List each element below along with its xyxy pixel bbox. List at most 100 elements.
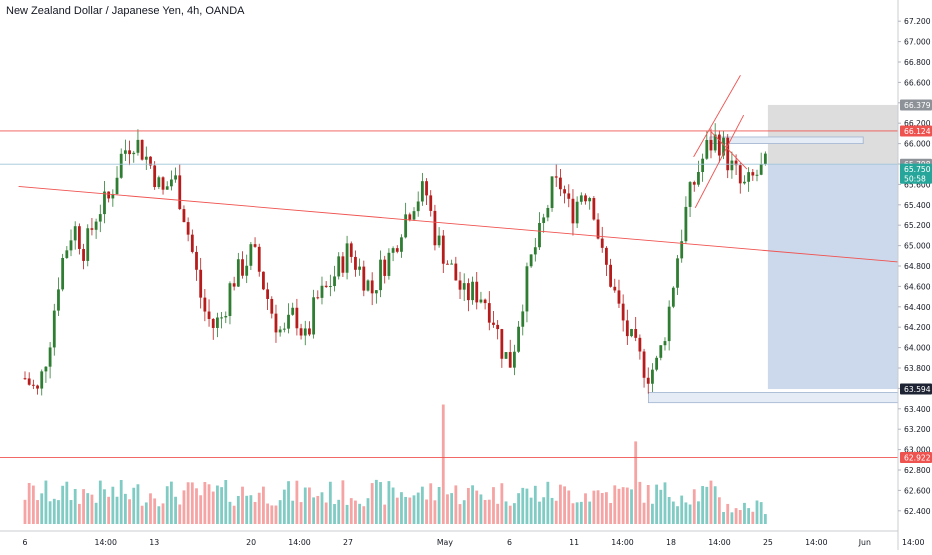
highlight-zone-0[interactable] — [709, 136, 864, 145]
volume-bar — [747, 508, 751, 524]
candle-body — [308, 328, 311, 335]
candle-body — [667, 306, 671, 342]
candle — [487, 291, 491, 331]
candle — [115, 166, 119, 195]
candle-body — [165, 186, 169, 190]
trend-line-0[interactable] — [18, 185, 932, 266]
candle-body — [630, 328, 633, 337]
candle-body — [23, 378, 27, 380]
y-tick-label: 66.000 — [904, 140, 931, 149]
volume-bar — [550, 497, 554, 524]
volume-bar — [190, 482, 194, 524]
price-label-bg — [900, 383, 932, 395]
volume-bar — [107, 496, 111, 524]
volume-bar — [446, 494, 449, 524]
volume-bar — [492, 487, 495, 524]
candle — [609, 258, 612, 288]
candle — [655, 355, 659, 372]
volume-bar — [688, 504, 692, 524]
volume-bar — [400, 492, 403, 524]
volume-bar — [462, 500, 466, 524]
candle-body — [241, 259, 244, 276]
volume-bar — [374, 479, 378, 524]
candle-body — [48, 347, 52, 367]
candle-body — [320, 285, 324, 298]
candle-body — [119, 153, 123, 178]
candle-body — [634, 328, 638, 338]
candle-body — [747, 172, 751, 182]
volume-bar — [466, 487, 470, 524]
volume-bar — [663, 482, 667, 524]
candle — [90, 218, 94, 236]
candle-body — [190, 234, 194, 252]
candle — [31, 379, 35, 390]
volume-bar — [454, 485, 458, 524]
candle-body — [77, 226, 81, 249]
candle — [182, 205, 186, 223]
candle — [446, 260, 449, 265]
candle — [441, 230, 445, 273]
candle — [559, 169, 562, 197]
candle-body — [90, 228, 94, 230]
candle-body — [370, 280, 374, 294]
volume-bar — [345, 504, 349, 524]
stop-loss-zone[interactable] — [767, 104, 898, 165]
volume-bar — [646, 485, 650, 524]
candle-body — [374, 290, 378, 294]
candle-body — [425, 181, 428, 196]
candle — [157, 175, 161, 190]
volume-bar — [722, 511, 725, 524]
take-profit-zone[interactable] — [767, 164, 898, 390]
candle — [475, 272, 479, 310]
volume-bar — [186, 482, 190, 524]
candle — [383, 255, 387, 284]
candle — [82, 243, 85, 270]
y-tick-label: 63.000 — [904, 446, 931, 455]
volume-bar — [23, 499, 27, 524]
candle-body — [232, 283, 236, 287]
y-tick-label: 64.000 — [904, 344, 931, 353]
candle — [94, 218, 98, 239]
candle — [651, 363, 654, 393]
candle-body — [107, 191, 111, 199]
candle-body — [182, 209, 186, 223]
candle — [412, 207, 416, 221]
volume-bar — [726, 503, 730, 524]
candle — [216, 312, 219, 338]
candle-body — [220, 317, 223, 319]
volume-bar — [500, 483, 504, 524]
candle-body — [52, 310, 56, 348]
candle — [65, 246, 69, 259]
y-tick-label: 65.000 — [904, 242, 931, 251]
trend-line-1[interactable] — [693, 75, 741, 158]
candle — [291, 302, 295, 316]
candle — [743, 175, 746, 185]
volume-bar — [734, 508, 738, 524]
volume-bar — [203, 482, 207, 524]
drawing-lines — [0, 75, 932, 459]
candle — [630, 328, 633, 338]
candle-body — [245, 265, 249, 276]
candle — [546, 204, 550, 222]
candle — [57, 277, 60, 317]
volume-bar — [701, 486, 705, 524]
volume-bar — [433, 500, 437, 524]
volume-bar — [692, 489, 696, 524]
trend-line-2[interactable] — [694, 114, 745, 209]
candle — [471, 276, 474, 305]
volume-bar — [429, 483, 433, 524]
highlight-zone-1[interactable] — [647, 392, 929, 404]
candle — [282, 322, 286, 333]
volume-bar — [362, 506, 366, 524]
volume-bar — [169, 481, 173, 524]
candle-body — [140, 139, 144, 160]
candle-body — [487, 303, 491, 323]
y-tick-label: 62.400 — [904, 507, 931, 516]
trend-line-3[interactable] — [709, 130, 748, 170]
candle-body — [82, 248, 85, 261]
candle — [73, 221, 77, 250]
candle-body — [295, 307, 299, 329]
candle — [617, 279, 621, 308]
